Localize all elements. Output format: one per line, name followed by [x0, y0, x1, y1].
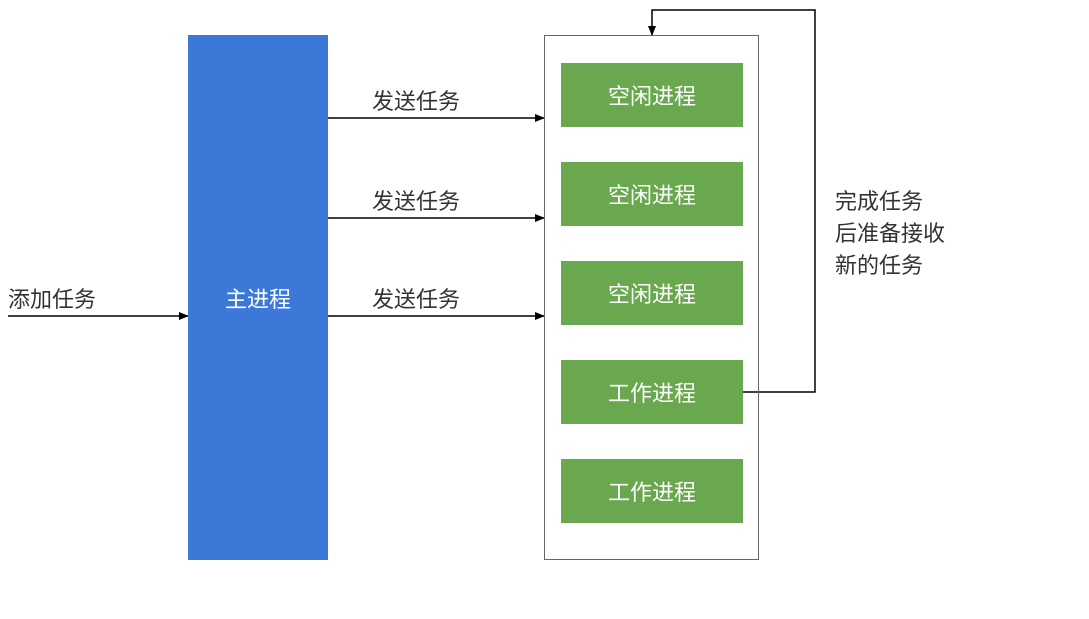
- feedback-label-line: 后准备接收: [835, 218, 945, 250]
- send-label-0: 发送任务: [372, 84, 460, 116]
- feedback-label-line: 新的任务: [835, 250, 945, 282]
- input-label: 添加任务: [8, 282, 96, 314]
- main-process-node: 主进程: [188, 35, 328, 560]
- pool-item-4: 工作进程: [561, 459, 743, 523]
- diagram-stage: 主进程空闲进程空闲进程空闲进程工作进程工作进程添加任务发送任务发送任务发送任务完…: [0, 0, 1089, 619]
- feedback-label: 完成任务后准备接收新的任务: [835, 186, 945, 282]
- send-label-2: 发送任务: [372, 282, 460, 314]
- pool-item-0: 空闲进程: [561, 63, 743, 127]
- feedback-label-line: 完成任务: [835, 186, 945, 218]
- pool-item-1: 空闲进程: [561, 162, 743, 226]
- pool-item-3: 工作进程: [561, 360, 743, 424]
- send-label-1: 发送任务: [372, 184, 460, 216]
- pool-item-2: 空闲进程: [561, 261, 743, 325]
